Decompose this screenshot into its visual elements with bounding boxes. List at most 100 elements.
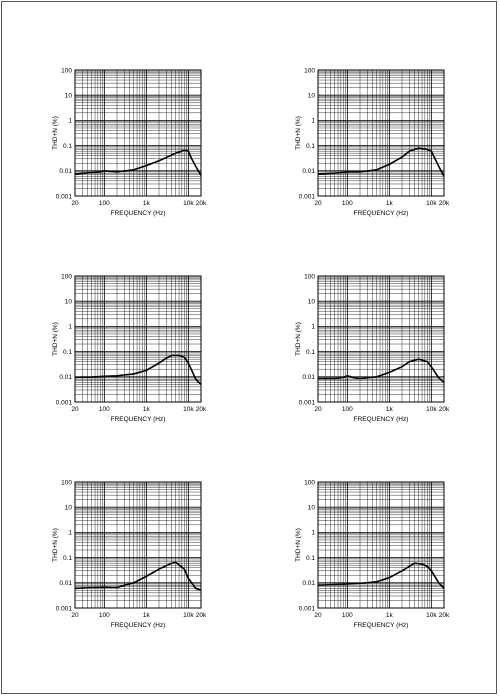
x-axis-title: FREQUENCY (Hz)	[354, 210, 409, 217]
thd-curve	[318, 358, 445, 384]
y-tick-label: 0.01	[59, 580, 72, 587]
thd-chart-3: 20 100 1k 10k 20k 100 10 1 0.1 0.01 0.001 FREQUENCY…	[52, 273, 207, 423]
y-tick-label: 1	[68, 118, 72, 125]
x-axis-title: FREQUENCY (Hz)	[354, 416, 409, 423]
y-tick-label: 0.001	[56, 605, 73, 612]
y-tick-label: 0.001	[299, 193, 316, 200]
y-axis-title: THD+N (%)	[295, 116, 302, 150]
thd-chart-4: 20 100 1k 10k 20k 100 10 1 0.1 0.01 0.001 FREQUENCY…	[295, 273, 450, 423]
x-tick-label: 10k	[426, 612, 437, 619]
grid	[317, 276, 445, 403]
y-tick-label: 100	[61, 67, 72, 74]
y-tick-label: 0.1	[63, 143, 72, 150]
x-tick-label: 1k	[143, 406, 151, 413]
y-tick-label: 0.1	[306, 143, 315, 150]
y-tick-label: 0.01	[302, 168, 315, 175]
x-tick-label: 20k	[439, 406, 450, 413]
y-tick-label: 1	[68, 324, 72, 331]
plot-frame	[317, 481, 445, 609]
x-axis-title: FREQUENCY (Hz)	[111, 210, 166, 217]
x-tick-label: 20	[314, 406, 322, 413]
x-tick-label: 100	[99, 406, 110, 413]
x-tick-label: 10k	[426, 200, 437, 207]
x-tick-label: 10k	[426, 406, 437, 413]
y-tick-label: 0.01	[59, 168, 72, 175]
x-tick-label: 20k	[439, 612, 450, 619]
y-tick-label: 0.001	[299, 399, 316, 406]
grid	[74, 70, 202, 197]
y-tick-label: 100	[61, 273, 72, 280]
y-tick-label: 0.1	[306, 349, 315, 356]
x-tick-label: 10k	[183, 406, 194, 413]
thd-curve	[317, 147, 445, 177]
thd-curve	[74, 149, 202, 176]
y-tick-label: 0.1	[63, 555, 72, 562]
y-tick-label: 1	[311, 530, 315, 537]
y-tick-label: 10	[308, 299, 316, 306]
y-tick-label: 100	[61, 479, 72, 486]
y-tick-label: 10	[65, 299, 73, 306]
y-tick-label: 100	[304, 273, 315, 280]
y-axis-title: THD+N (%)	[52, 116, 59, 150]
x-tick-label: 1k	[386, 406, 394, 413]
thd-chart-5: 20 100 1k 10k 20k 100 10 1 0.1 0.01 0.001 FREQUENCY…	[52, 479, 207, 629]
y-tick-label: 10	[308, 505, 316, 512]
x-tick-label: 100	[99, 612, 110, 619]
x-tick-label: 20k	[439, 200, 450, 207]
x-tick-label: 1k	[143, 200, 151, 207]
x-axis-title: FREQUENCY (Hz)	[111, 622, 166, 629]
y-tick-label: 0.01	[302, 374, 315, 381]
y-axis-title: THD+N (%)	[52, 528, 59, 562]
x-tick-label: 100	[342, 200, 353, 207]
y-tick-label: 0.001	[56, 193, 73, 200]
grid	[74, 276, 202, 403]
y-tick-label: 0.01	[59, 374, 72, 381]
grid	[74, 482, 202, 609]
thd-curve	[74, 354, 202, 385]
y-tick-label: 0.001	[299, 605, 316, 612]
y-axis-title: THD+N (%)	[295, 528, 302, 562]
y-tick-label: 0.001	[56, 399, 73, 406]
plot-frame	[317, 275, 445, 403]
thd-curve	[317, 562, 445, 589]
x-tick-label: 1k	[143, 612, 151, 619]
y-tick-label: 10	[308, 93, 316, 100]
thd-chart-1: 20 100 1k 10k 20k 100 10 1 0.1 0.01 0.001 FREQUENCY…	[52, 67, 207, 217]
y-tick-label: 0.01	[302, 580, 315, 587]
thd-chart-6: 20 100 1k 10k 20k 100 10 1 0.1 0.01 0.001 FREQUENCY…	[295, 479, 450, 629]
x-tick-label: 20k	[196, 406, 207, 413]
y-axis-title: THD+N (%)	[52, 322, 59, 356]
x-tick-label: 20	[71, 200, 79, 207]
x-tick-label: 100	[342, 406, 353, 413]
x-tick-label: 20k	[196, 612, 207, 619]
plot-frame	[74, 69, 202, 197]
plot-frame	[74, 275, 202, 403]
y-tick-label: 10	[65, 505, 73, 512]
x-tick-label: 100	[99, 200, 110, 207]
plot-frame	[74, 481, 202, 609]
y-axis-title: THD+N (%)	[295, 322, 302, 356]
x-axis-title: FREQUENCY (Hz)	[354, 622, 409, 629]
y-tick-label: 1	[311, 324, 315, 331]
y-tick-label: 100	[304, 67, 315, 74]
plot-frame	[317, 69, 445, 197]
y-tick-label: 10	[65, 93, 73, 100]
x-tick-label: 20	[314, 612, 322, 619]
x-tick-label: 20k	[196, 200, 207, 207]
x-tick-label: 20	[71, 612, 79, 619]
thd-curve	[74, 561, 202, 592]
x-tick-label: 10k	[183, 200, 194, 207]
thd-chart-2: 20 100 1k 10k 20k 100 10 1 0.1 0.01 0.001 FREQUENCY…	[295, 67, 450, 217]
x-tick-label: 1k	[386, 612, 394, 619]
grid	[317, 482, 445, 609]
x-axis-title: FREQUENCY (Hz)	[111, 416, 166, 423]
x-tick-label: 1k	[386, 200, 394, 207]
y-tick-label: 0.1	[306, 555, 315, 562]
y-tick-label: 0.1	[63, 349, 72, 356]
y-tick-label: 1	[311, 118, 315, 125]
x-tick-label: 100	[342, 612, 353, 619]
y-tick-label: 100	[304, 479, 315, 486]
y-tick-label: 1	[68, 530, 72, 537]
x-tick-label: 10k	[183, 612, 194, 619]
